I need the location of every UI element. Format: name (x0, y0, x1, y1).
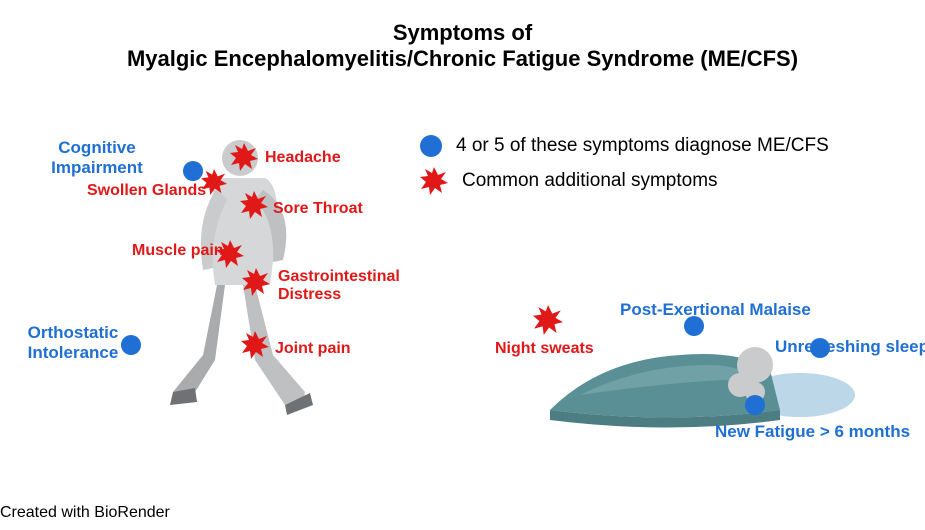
diagnostic-dot-0 (183, 161, 203, 181)
red-label-5: Joint pain (275, 340, 351, 358)
red-label-0: Headache (265, 149, 341, 167)
credit-text: Created with BioRender (0, 504, 170, 522)
diagnostic-dot-4 (745, 395, 765, 415)
blue-label-2: Post-Exertional Malaise (620, 300, 811, 320)
symptom-burst-0 (230, 143, 258, 171)
symptom-burst-6 (533, 305, 563, 335)
blue-label-3: Unrefreshing sleep (775, 337, 925, 357)
red-label-2: Sore Throat (273, 200, 363, 218)
legend-burst-icon (420, 167, 448, 195)
legend-item-0: 4 or 5 of these symptoms diagnose ME/CFS (456, 135, 829, 157)
red-label-6: Night sweats (495, 340, 594, 358)
symptom-burst-4 (242, 268, 270, 296)
symptom-burst-5 (241, 331, 269, 359)
title-line1: Symptoms of (0, 20, 925, 46)
legend-item-1: Common additional symptoms (462, 170, 718, 192)
blue-label-1: Orthostatic Intolerance (28, 323, 119, 362)
diagnostic-dot-1 (121, 335, 141, 355)
legend-dot-icon (420, 135, 442, 157)
symptom-burst-2 (240, 191, 268, 219)
red-label-4: Gastrointestinal Distress (278, 268, 400, 305)
blue-label-4: New Fatigue > 6 months (715, 422, 910, 442)
red-label-3: Muscle pain (132, 242, 224, 260)
legend: 4 or 5 of these symptoms diagnose ME/CFS… (420, 135, 829, 195)
red-label-1: Swollen Glands (87, 182, 206, 200)
title-line2: Myalgic Encephalomyelitis/Chronic Fatigu… (0, 46, 925, 72)
blue-label-0: Cognitive Impairment (51, 138, 143, 177)
